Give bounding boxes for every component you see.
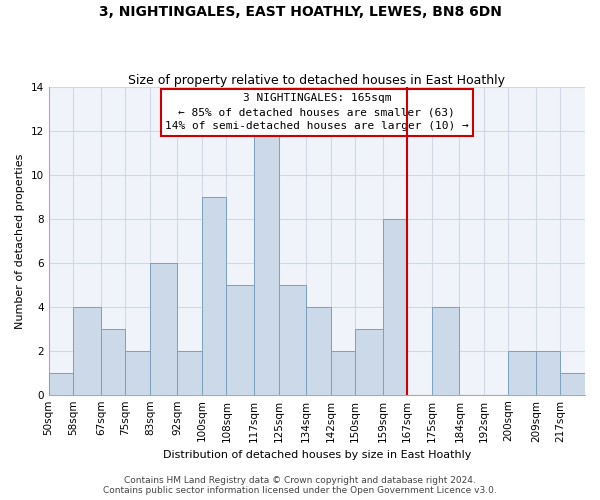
Bar — [536, 350, 560, 395]
Bar — [355, 328, 383, 394]
Bar — [178, 350, 202, 395]
Bar — [150, 263, 178, 394]
Bar — [278, 285, 306, 395]
Title: Size of property relative to detached houses in East Hoathly: Size of property relative to detached ho… — [128, 74, 505, 87]
Bar — [226, 285, 254, 395]
Bar — [331, 350, 355, 395]
Bar — [560, 372, 585, 394]
Bar — [101, 328, 125, 394]
X-axis label: Distribution of detached houses by size in East Hoathly: Distribution of detached houses by size … — [163, 450, 471, 460]
Bar — [508, 350, 536, 395]
Bar — [306, 307, 331, 394]
Bar — [383, 219, 407, 394]
Bar — [125, 350, 150, 395]
Bar — [73, 307, 101, 394]
Y-axis label: Number of detached properties: Number of detached properties — [15, 153, 25, 328]
Bar — [432, 307, 460, 394]
Bar — [254, 131, 278, 394]
Bar — [49, 372, 73, 394]
Text: Contains HM Land Registry data © Crown copyright and database right 2024.
Contai: Contains HM Land Registry data © Crown c… — [103, 476, 497, 495]
Bar — [202, 197, 226, 394]
Text: 3, NIGHTINGALES, EAST HOATHLY, LEWES, BN8 6DN: 3, NIGHTINGALES, EAST HOATHLY, LEWES, BN… — [98, 5, 502, 19]
Text: 3 NIGHTINGALES: 165sqm
← 85% of detached houses are smaller (63)
14% of semi-det: 3 NIGHTINGALES: 165sqm ← 85% of detached… — [165, 93, 469, 131]
